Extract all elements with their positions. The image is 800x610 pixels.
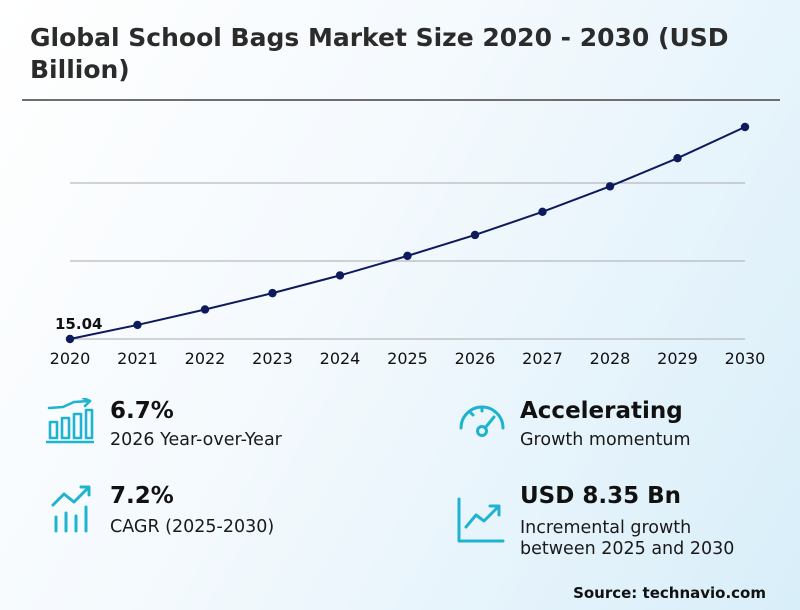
data-point-2028 [605, 182, 615, 191]
x-tick-label: 2021 [117, 349, 158, 368]
data-point-2020 [65, 334, 75, 344]
metric-label: Growth momentum [520, 430, 691, 450]
source-credit: Source: technavio.com [573, 584, 766, 602]
metric-value: 6.7% [110, 398, 174, 424]
bar-chart-growth-icon [46, 398, 94, 444]
metric-label: 2026 Year-over-Year [110, 430, 282, 450]
metric-value: USD 8.35 Bn [520, 483, 681, 509]
data-point-2023 [268, 288, 277, 298]
x-tick-label: 2022 [185, 349, 226, 368]
x-tick-label: 2020 [50, 349, 91, 368]
x-tick-label: 2029 [657, 349, 698, 368]
x-tick-label: 2025 [387, 349, 428, 368]
data-point-2022 [200, 305, 210, 314]
x-tick-label: 2027 [522, 349, 563, 368]
data-point-2021 [133, 320, 142, 330]
x-tick-label: 2023 [252, 349, 293, 368]
metric-label-line: between 2025 and 2030 [520, 539, 735, 559]
line-chart: 15.04 2020 2021 2022 2023 2024 2025 2026 2027 20… [50, 122, 766, 368]
data-point-2027 [538, 207, 547, 216]
data-points [65, 122, 750, 344]
data-label: 15.04 [55, 315, 102, 333]
title-divider [22, 99, 780, 101]
trend-up-bars-icon [51, 485, 91, 533]
data-point-2030 [740, 122, 750, 132]
metric-value: Accelerating [520, 398, 683, 424]
metric-value: 7.2% [110, 483, 174, 509]
data-point-2026 [470, 230, 480, 240]
metric-label-line: Incremental growth [520, 518, 692, 538]
x-tick-label: 2030 [725, 349, 766, 368]
metric-label: CAGR (2025-2030) [110, 517, 275, 537]
series-line [69, 126, 746, 340]
x-axis-ticks: 2020 2021 2022 2023 2024 2025 2026 2027 2028 2029… [50, 349, 766, 368]
chart-title: Global School Bags Market Size 2020 - 20… [30, 23, 729, 84]
series-line-path [69, 126, 746, 340]
x-tick-label: 2026 [455, 349, 496, 368]
data-point-2025 [403, 251, 412, 261]
grid-lines [70, 182, 745, 340]
x-tick-label: 2024 [320, 349, 361, 368]
data-labels: 15.04 [55, 315, 102, 333]
x-tick-label: 2028 [590, 349, 631, 368]
data-point-2024 [335, 271, 345, 280]
data-point-2029 [673, 153, 682, 163]
gauge-icon [459, 405, 505, 437]
trend-chart-icon [457, 497, 505, 543]
